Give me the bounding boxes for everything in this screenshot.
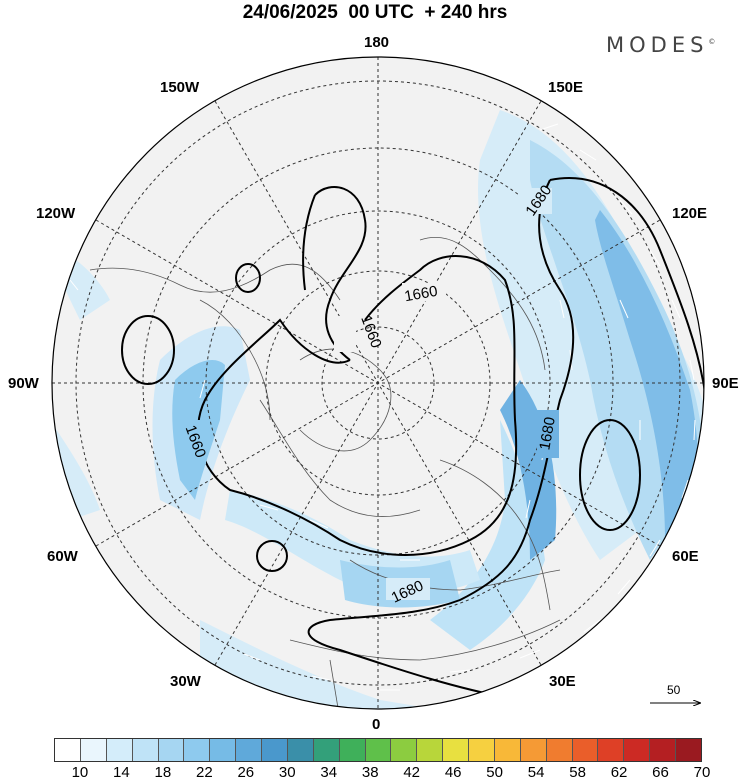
map-title: 24/06/2025 00 UTC + 240 hrs [242,2,508,23]
reference-vector-label: 50 [667,683,681,697]
lon-label-0: 0 [372,716,381,733]
legend-color-cell [520,739,547,761]
legend-tick-label: 46 [444,764,462,781]
legend-color-cell [546,739,573,761]
legend-tick-label: 62 [610,764,628,781]
coastlines [89,236,561,709]
legend-color-cell [650,739,676,761]
legend-color-cell [339,739,366,761]
lon-label-180: 180 [364,34,390,51]
color-scale-legend [54,738,702,762]
legend-color-cell [443,739,469,761]
legend-tick-label: 18 [154,764,172,781]
legend-tick-label: 10 [71,764,89,781]
legend-tick-labels: 10 14 18 22 26 30 34 38 42 46 50 54 58 62 66 70 [54,764,711,782]
contour-label-1660-a: 1660 [403,283,439,306]
legend-color-cell [391,739,418,761]
legend-tick-label: 26 [237,764,255,781]
brand-name: MODES [606,33,709,57]
copyright-mark: © [708,38,716,46]
lon-label-120w: 120W [36,205,76,222]
lon-label-30e: 30E [549,673,576,690]
map-boundary [51,56,705,710]
legend-color-cell [572,739,599,761]
lon-label-90e: 90E [712,375,739,392]
lon-label-60w: 60W [47,548,78,565]
legend-tick-label: 70 [693,764,711,781]
polar-jet-stream-map: 1660 1660 1680 1680 1660 1680 [51,56,705,710]
legend-color-cell [624,739,651,761]
legend-color-cell [365,739,392,761]
legend-color-cell [236,739,262,761]
legend-tick-label: 30 [278,764,296,781]
modes-logo: MODES© [606,33,715,57]
legend-tick-label: 22 [195,764,213,781]
legend-tick-label: 50 [486,764,503,781]
legend-color-cell [80,739,107,761]
legend-color-cell [494,739,521,761]
lon-label-60e: 60E [672,548,699,565]
lon-label-150w: 150W [160,79,200,96]
legend-color-cell [287,739,314,761]
legend-tick-label: 58 [569,764,586,781]
legend-tick-label: 54 [527,764,545,781]
legend-color-cell [210,739,237,761]
legend-color-cell [313,739,340,761]
legend-color-cell [469,739,495,761]
lon-label-120e: 120E [672,205,708,222]
legend-color-cell [262,739,288,761]
legend-color-cell [158,739,185,761]
legend-color-cell [55,739,81,761]
legend-tick-label: 66 [652,764,669,781]
legend-tick-label: 38 [361,764,379,781]
legend-tick-label: 34 [320,764,338,781]
legend-color-cell [106,739,133,761]
legend-color-cell [417,739,444,761]
legend-color-cell [598,739,625,761]
lon-label-30w: 30W [170,673,201,690]
legend-color-cell [184,739,211,761]
contour-label-1680-b: 1680 [536,416,559,452]
lon-label-150e: 150E [548,79,584,96]
lon-label-90w: 90W [8,375,39,392]
legend-color-cell [676,739,701,761]
legend-color-cell [132,739,159,761]
contour-labels: 1660 1660 1680 1680 1660 1680 [182,182,559,607]
legend-tick-label: 42 [403,764,421,781]
legend-tick-label: 14 [113,764,130,781]
